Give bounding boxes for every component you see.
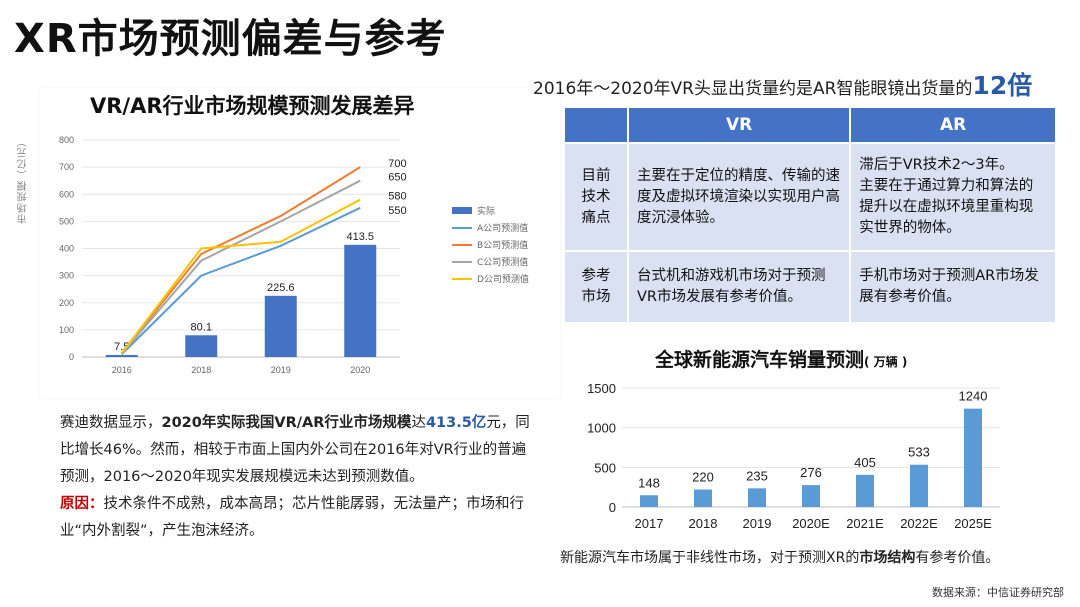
table-header-ar: AR — [851, 108, 1055, 142]
y-tick-label: 700 — [59, 162, 74, 172]
para-s5: 元，同比增长46%。然而，相较于市面上国内外公司在2016年对VR行业的普遍预测… — [60, 415, 530, 485]
x-tick-label: 2025E — [954, 516, 992, 531]
y-tick-label: 1500 — [587, 381, 616, 396]
legend-label: 实际 — [477, 205, 495, 217]
x-tick-label: 2019 — [271, 365, 291, 375]
data-label: 533 — [908, 445, 930, 460]
y-tick-label: 200 — [59, 298, 74, 308]
page-title: XR市场预测偏差与参考 — [14, 16, 447, 62]
table-header-row: VR AR — [565, 108, 1055, 142]
x-tick-label: 2016 — [112, 365, 132, 375]
data-label: 276 — [800, 465, 822, 480]
para-reason-text: 技术条件不成熟，成本高昂；芯片性能孱弱，无法量产；市场和行业“内外割裂”，产生泡… — [60, 496, 524, 539]
footnote-bold: 市场结构 — [859, 550, 916, 566]
bar — [910, 464, 928, 507]
table-row: 目前 技术 痛点 主要在于定位的精度、传输的速度及虚拟环境渲染以实现用户高度沉浸… — [565, 144, 1055, 250]
data-label: 220 — [692, 470, 714, 485]
ratio-text: 2016年～2020年VR头显出货量约是AR智能眼镜出货量的 — [533, 79, 973, 99]
y-tick-label: 600 — [59, 189, 74, 199]
y-tick-label: 0 — [609, 500, 616, 515]
data-label: 405 — [854, 455, 876, 470]
data-label: 148 — [638, 475, 660, 490]
table-header-vr: VR — [629, 108, 850, 142]
end-label: 580 — [388, 191, 406, 203]
y-tick-label: 500 — [59, 216, 74, 226]
x-tick-label: 2020E — [792, 516, 830, 531]
table-row: 参考 市场 台式机和游戏机市场对于预测VR市场发展有参考价值。 手机市场对于预测… — [565, 252, 1055, 322]
table-corner-header — [565, 108, 627, 142]
right-chart-unit: ( 万辆 ) — [864, 355, 908, 369]
y-tick-label: 500 — [594, 460, 616, 475]
footnote-post: 有参考价值。 — [915, 550, 1000, 566]
end-label: 550 — [388, 205, 406, 217]
bar — [264, 295, 297, 357]
legend-label: A公司预测值 — [477, 222, 528, 234]
x-tick-label: 2018 — [689, 516, 718, 531]
table-cell-vr: 主要在于定位的精度、传输的速度及虚拟环境渲染以实现用户高度沉浸体验。 — [629, 144, 850, 250]
para-s4: 413.5亿 — [425, 415, 487, 431]
bar — [856, 474, 874, 507]
para-reason-label: 原因： — [60, 496, 104, 512]
bar — [105, 354, 138, 357]
bar — [185, 335, 218, 357]
para-s1: 赛迪数据显示， — [60, 415, 162, 431]
data-label: 235 — [746, 468, 768, 483]
x-tick-label: 2020 — [350, 365, 370, 375]
data-label: 80.1 — [191, 321, 212, 333]
table-cell-ar: 滞后于VR技术2～3年。 主要在于通过算力和算法的提升以在虚拟环境里重构现实世界… — [851, 144, 1055, 250]
left-chart-title: VR/AR行业市场规模预测发展差异 — [90, 94, 415, 118]
bar — [748, 488, 766, 507]
legend-swatch — [452, 207, 472, 214]
bar — [802, 485, 820, 507]
summary-paragraph: 赛迪数据显示，2020年实际我国VR/AR行业市场规模达413.5亿元，同比增长… — [60, 410, 530, 545]
table-cell-vr: 台式机和游戏机市场对于预测VR市场发展有参考价值。 — [629, 252, 850, 322]
table-row-label: 参考 市场 — [565, 252, 627, 322]
source-note: 数据来源：中信证券研究部 — [932, 586, 1064, 599]
bar — [344, 244, 377, 357]
legend-label: D公司预测值 — [477, 273, 529, 285]
x-tick-label: 2018 — [191, 365, 211, 375]
x-tick-label: 2017 — [635, 516, 664, 531]
legend-label: B公司预测值 — [477, 239, 528, 251]
right-chart-title-text: 全球新能源汽车销量预测 — [655, 349, 865, 371]
comparison-table: VR AR 目前 技术 痛点 主要在于定位的精度、传输的速度及虚拟环境渲染以实现… — [563, 106, 1057, 324]
series-line — [121, 206, 361, 355]
right-chart-title: 全球新能源汽车销量预测( 万辆 ) — [655, 345, 907, 372]
series-line — [120, 166, 361, 354]
para-s3: 达 — [411, 415, 426, 431]
ratio-statement: 2016年～2020年VR头显出货量约是AR智能眼镜出货量的12倍 — [533, 66, 1032, 102]
y-tick-label: 300 — [59, 271, 74, 281]
data-label: 1240 — [959, 389, 988, 404]
y-tick-label: 0 — [69, 352, 74, 362]
table-row-label: 目前 技术 痛点 — [565, 144, 627, 250]
bar — [694, 489, 712, 507]
data-label: 225.6 — [267, 282, 295, 294]
x-tick-label: 2021E — [846, 516, 884, 531]
y-tick-label: 400 — [59, 244, 74, 254]
bar — [964, 408, 982, 507]
series-line — [120, 179, 361, 355]
table-cell-ar: 手机市场对于预测AR市场发展有参考价值。 — [851, 252, 1055, 322]
x-tick-label: 2022E — [900, 516, 938, 531]
end-label: 700 — [388, 158, 406, 170]
y-tick-label: 800 — [59, 135, 74, 145]
data-label: 413.5 — [346, 231, 374, 243]
ratio-value: 12倍 — [972, 71, 1033, 100]
series-line — [120, 198, 361, 354]
end-label: 650 — [388, 172, 406, 184]
right-footnote: 新能源汽车市场属于非线性市场，对于预测XR的市场结构有参考价值。 — [560, 547, 999, 567]
x-tick-label: 2019 — [743, 516, 772, 531]
bar — [640, 495, 658, 507]
y-tick-label: 100 — [59, 325, 74, 335]
legend-label: C公司预测值 — [477, 256, 528, 268]
y-tick-label: 1000 — [587, 421, 616, 436]
para-s2: 2020年实际我国VR/AR行业市场规模 — [161, 415, 412, 431]
footnote-pre: 新能源汽车市场属于非线性市场，对于预测XR的 — [560, 550, 860, 566]
